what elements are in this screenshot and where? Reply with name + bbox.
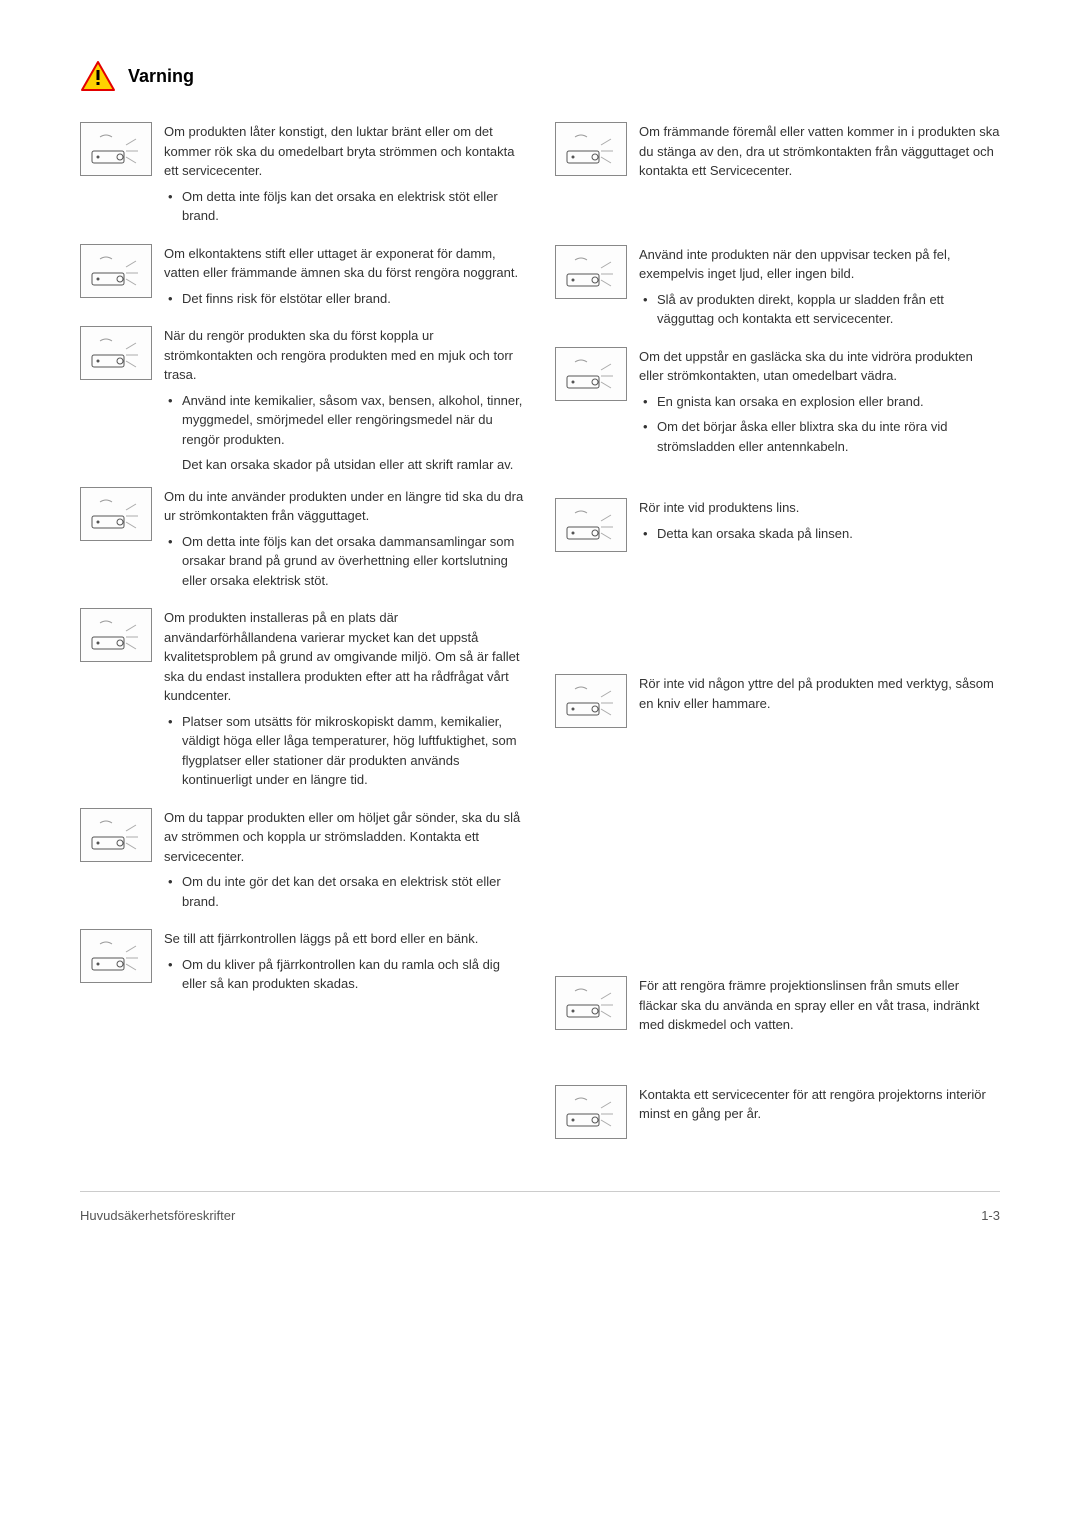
block-text: Använd inte produkten när den uppvisar t… <box>639 245 1000 335</box>
block-text: Rör inte vid produktens lins. Detta kan o… <box>639 498 1000 552</box>
bullet-item: Använd inte kemikalier, såsom vax, bense… <box>164 391 525 450</box>
illustration-icon <box>555 122 627 176</box>
block-text: För att rengöra främre projektionslinsen… <box>639 976 1000 1041</box>
safety-block: Om du inte använder produkten under en l… <box>80 487 525 597</box>
illustration-icon <box>80 487 152 541</box>
left-column: Om produkten låter konstigt, den luktar … <box>80 122 525 1151</box>
safety-block: För att rengöra främre projektionslinsen… <box>555 976 1000 1041</box>
bullet-item: Om du kliver på fjärrkontrollen kan du r… <box>164 955 525 994</box>
bullet-item: Platser som utsätts för mikroskopiskt da… <box>164 712 525 790</box>
safety-block: Använd inte produkten när den uppvisar t… <box>555 245 1000 335</box>
safety-block: Kontakta ett servicecenter för att rengö… <box>555 1085 1000 1139</box>
safety-block: Om elkontaktens stift eller uttaget är e… <box>80 244 525 315</box>
bullet-list: Slå av produkten direkt, koppla ur sladd… <box>639 290 1000 329</box>
safety-block: Om du tappar produkten eller om höljet g… <box>80 808 525 918</box>
safety-block: Om främmande föremål eller vatten kommer… <box>555 122 1000 187</box>
illustration-icon <box>555 347 627 401</box>
bullet-list: Om detta inte följs kan det orsaka damma… <box>164 532 525 591</box>
block-paragraph: Om produkten installeras på en plats där… <box>164 608 525 706</box>
block-text: Om främmande föremål eller vatten kommer… <box>639 122 1000 187</box>
block-paragraph: Använd inte produkten när den uppvisar t… <box>639 245 1000 284</box>
illustration-icon <box>80 244 152 298</box>
bullet-item: Om detta inte följs kan det orsaka en el… <box>164 187 525 226</box>
block-paragraph: Rör inte vid produktens lins. <box>639 498 1000 518</box>
illustration-icon <box>555 1085 627 1139</box>
illustration-icon <box>80 929 152 983</box>
safety-block: Om produkten installeras på en plats där… <box>80 608 525 796</box>
bullet-list: Detta kan orsaka skada på linsen. <box>639 524 1000 544</box>
block-paragraph: Rör inte vid någon yttre del på produkte… <box>639 674 1000 713</box>
block-text: Om du inte använder produkten under en l… <box>164 487 525 597</box>
block-paragraph: Om produkten låter konstigt, den luktar … <box>164 122 525 181</box>
block-paragraph: Om du tappar produkten eller om höljet g… <box>164 808 525 867</box>
illustration-icon <box>555 498 627 552</box>
warning-title: Varning <box>128 66 194 87</box>
bullet-subnote: Det kan orsaka skador på utsidan eller a… <box>164 455 525 475</box>
illustration-icon <box>80 326 152 380</box>
safety-block: Om det uppstår en gasläcka ska du inte v… <box>555 347 1000 463</box>
bullet-list: Om detta inte följs kan det orsaka en el… <box>164 187 525 226</box>
warning-triangle-icon <box>80 60 116 92</box>
bullet-item: Slå av produkten direkt, koppla ur sladd… <box>639 290 1000 329</box>
safety-block: När du rengör produkten ska du först kop… <box>80 326 525 475</box>
illustration-icon <box>80 122 152 176</box>
bullet-list: Det finns risk för elstötar eller brand. <box>164 289 525 309</box>
block-paragraph: Om det uppstår en gasläcka ska du inte v… <box>639 347 1000 386</box>
safety-block: Rör inte vid produktens lins. Detta kan o… <box>555 498 1000 552</box>
bullet-item: Det finns risk för elstötar eller brand. <box>164 289 525 309</box>
safety-block: Se till att fjärrkontrollen läggs på ett… <box>80 929 525 1000</box>
block-paragraph: Om främmande föremål eller vatten kommer… <box>639 122 1000 181</box>
footer-section-title: Huvudsäkerhetsföreskrifter <box>80 1208 235 1223</box>
block-paragraph: Se till att fjärrkontrollen läggs på ett… <box>164 929 525 949</box>
illustration-icon <box>80 808 152 862</box>
page-footer: Huvudsäkerhetsföreskrifter 1-3 <box>80 1191 1000 1223</box>
bullet-list: En gnista kan orsaka en explosion eller … <box>639 392 1000 457</box>
block-paragraph: Om elkontaktens stift eller uttaget är e… <box>164 244 525 283</box>
block-text: Om produkten installeras på en plats där… <box>164 608 525 796</box>
warning-header: Varning <box>80 60 1000 92</box>
safety-block: Om produkten låter konstigt, den luktar … <box>80 122 525 232</box>
block-paragraph: När du rengör produkten ska du först kop… <box>164 326 525 385</box>
block-paragraph: Kontakta ett servicecenter för att rengö… <box>639 1085 1000 1124</box>
footer-page-number: 1-3 <box>981 1208 1000 1223</box>
bullet-list: Om du kliver på fjärrkontrollen kan du r… <box>164 955 525 994</box>
block-paragraph: För att rengöra främre projektionslinsen… <box>639 976 1000 1035</box>
block-text: Rör inte vid någon yttre del på produkte… <box>639 674 1000 728</box>
bullet-item: Om det börjar åska eller blixtra ska du … <box>639 417 1000 456</box>
illustration-icon <box>555 245 627 299</box>
bullet-list: Använd inte kemikalier, såsom vax, bense… <box>164 391 525 450</box>
right-column: Om främmande föremål eller vatten kommer… <box>555 122 1000 1151</box>
bullet-item: Om detta inte följs kan det orsaka damma… <box>164 532 525 591</box>
block-text: Om det uppstår en gasläcka ska du inte v… <box>639 347 1000 463</box>
illustration-icon <box>80 608 152 662</box>
safety-block: Rör inte vid någon yttre del på produkte… <box>555 674 1000 728</box>
bullet-list: Platser som utsätts för mikroskopiskt da… <box>164 712 525 790</box>
bullet-item: Detta kan orsaka skada på linsen. <box>639 524 1000 544</box>
block-text: Kontakta ett servicecenter för att rengö… <box>639 1085 1000 1139</box>
block-text: Om elkontaktens stift eller uttaget är e… <box>164 244 525 315</box>
illustration-icon <box>555 976 627 1030</box>
bullet-item: Om du inte gör det kan det orsaka en ele… <box>164 872 525 911</box>
block-text: När du rengör produkten ska du först kop… <box>164 326 525 475</box>
block-paragraph: Om du inte använder produkten under en l… <box>164 487 525 526</box>
illustration-icon <box>555 674 627 728</box>
block-text: Se till att fjärrkontrollen läggs på ett… <box>164 929 525 1000</box>
bullet-list: Om du inte gör det kan det orsaka en ele… <box>164 872 525 911</box>
bullet-item: En gnista kan orsaka en explosion eller … <box>639 392 1000 412</box>
block-text: Om du tappar produkten eller om höljet g… <box>164 808 525 918</box>
block-text: Om produkten låter konstigt, den luktar … <box>164 122 525 232</box>
content-columns: Om produkten låter konstigt, den luktar … <box>80 122 1000 1151</box>
